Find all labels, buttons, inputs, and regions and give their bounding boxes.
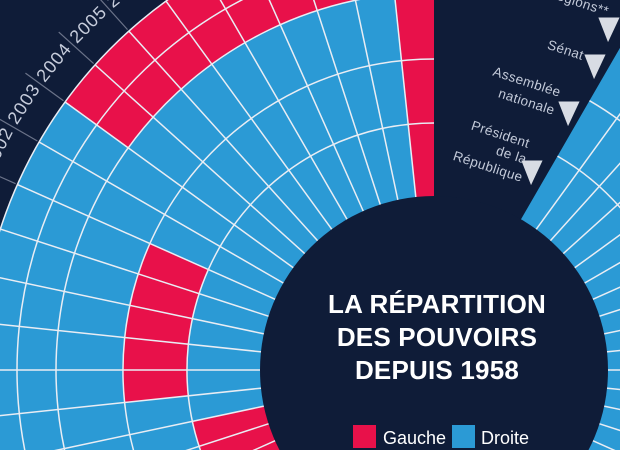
- grid-radial-1995: [185, 422, 271, 450]
- grid-radial-2005: [94, 64, 307, 256]
- cell-regions-row0-1958-2003-right: [17, 124, 129, 450]
- year-tick-46: [25, 72, 64, 102]
- year-tick-48: [100, 0, 128, 31]
- grid-radial-2003: [38, 141, 286, 285]
- senat-pointer-arrow-icon: [584, 54, 606, 80]
- legend: Gauche Droite: [353, 425, 529, 448]
- grid-radial-1960: [548, 162, 620, 243]
- legend-swatch-droite: [452, 425, 475, 448]
- grid-radial-1996: [54, 405, 266, 450]
- year-tick-45: [0, 118, 38, 142]
- grid-radial-2002: [17, 183, 278, 301]
- title-line-3: DEPUIS 1958: [355, 355, 519, 385]
- cell-president-row0-1996-2011-right: [187, 124, 417, 422]
- chart-title: LA RÉPARTITION DES POUVOIRS DEPUIS 1958: [328, 289, 546, 385]
- cell-senat-row0-1958-2011-right: [56, 0, 620, 450]
- legend-label-gauche: Gauche: [383, 428, 446, 448]
- grid-radial-2006: [128, 30, 320, 243]
- assemblee-pointer-arrow-icon: [558, 101, 580, 127]
- grid-radial-2012: [394, 0, 417, 200]
- legend-label-droite: Droite: [481, 428, 529, 448]
- regions-pointer-arrow-icon: [598, 17, 620, 43]
- cell-assemblee-row0-2002-2011-right: [149, 60, 409, 270]
- legend-swatch-gauche: [353, 425, 376, 448]
- cell-assemblee-row0-1958-1980-right: [557, 100, 620, 450]
- grid-radial-1997: [0, 387, 264, 417]
- grid-radial-1959: [534, 112, 620, 232]
- title-line-1: LA RÉPARTITION: [328, 289, 546, 319]
- grid-radial-2010: [312, 0, 382, 207]
- grid-radial-2009: [268, 0, 365, 214]
- center-circle: [260, 196, 608, 450]
- year-tick-47: [58, 31, 95, 64]
- grid-arc-r311: [122, 58, 620, 450]
- grid-arc-r417: [16, 0, 244, 450]
- year-tick-44: [0, 176, 16, 185]
- cell-assemblee-row0-2012-2012-left: [401, 59, 434, 125]
- cell-regions-row0-2004-2012-left: [96, 0, 357, 148]
- grid-radial-2004: [64, 101, 296, 270]
- grid-radial-2008: [219, 0, 349, 222]
- title-line-2: DES POUVOIRS: [337, 322, 537, 352]
- grid-arc-r247: [186, 122, 620, 450]
- grid-radial-2000: [0, 276, 266, 335]
- grid-radial-2007: [165, 0, 334, 232]
- cell-regions-row1-2004-2012-left: [65, 0, 242, 125]
- cell-president-row0-1958-1980-right: [520, 156, 620, 450]
- grid-radial-1962: [572, 233, 620, 270]
- grid-radial-2001: [0, 228, 271, 318]
- grid-radial-2011: [354, 0, 399, 202]
- grid-arc-r378: [55, 0, 361, 450]
- president-pointer-arrow-icon: [521, 160, 543, 186]
- cell-assemblee-row0-1993-1996-right: [124, 395, 201, 450]
- grid-radial-1999: [0, 323, 264, 353]
- grid-radial-1961: [561, 201, 620, 256]
- cell-senat-row0-2012-2012-left: [395, 0, 434, 61]
